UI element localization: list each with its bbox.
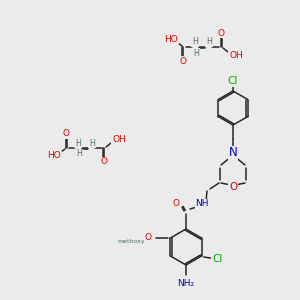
Text: O: O [100, 158, 107, 166]
Text: HO: HO [164, 34, 178, 43]
Text: H: H [193, 49, 199, 58]
Text: H: H [75, 139, 81, 148]
Text: H: H [192, 38, 198, 46]
Text: N: N [229, 146, 237, 160]
Text: NH: NH [195, 200, 209, 208]
Text: O: O [145, 233, 152, 242]
Text: Cl: Cl [228, 76, 238, 86]
Text: NH₂: NH₂ [177, 278, 195, 287]
Text: H: H [89, 139, 95, 148]
Text: O: O [62, 130, 70, 139]
Text: Cl: Cl [212, 254, 223, 264]
Text: OH: OH [229, 50, 243, 59]
Text: H: H [206, 38, 212, 46]
Text: HO: HO [47, 152, 61, 160]
Text: O: O [229, 182, 237, 192]
Text: O: O [218, 28, 224, 38]
Text: OH: OH [112, 136, 126, 145]
Text: O: O [179, 56, 187, 65]
Text: H: H [76, 149, 82, 158]
Text: methoxy: methoxy [118, 238, 145, 244]
Text: O: O [172, 199, 179, 208]
